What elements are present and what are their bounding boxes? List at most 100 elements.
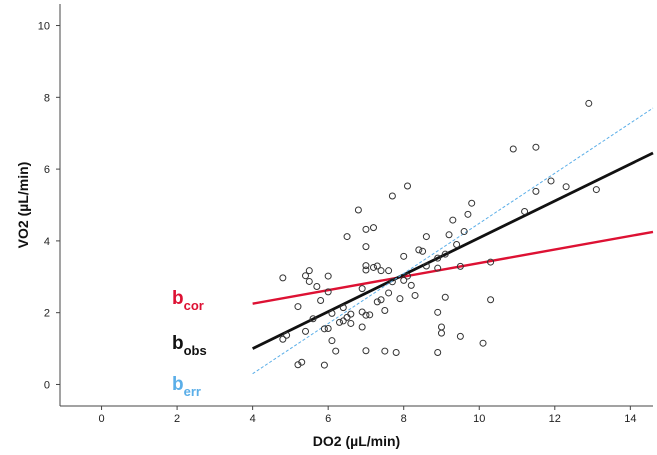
data-point bbox=[377, 296, 385, 304]
data-point bbox=[339, 304, 347, 312]
data-point bbox=[456, 262, 464, 270]
data-point bbox=[283, 331, 291, 339]
x-axis-ticks: 0 2 4 6 8 10 12 14 bbox=[98, 406, 636, 425]
data-point bbox=[400, 252, 408, 260]
data-point bbox=[347, 319, 355, 327]
data-point bbox=[366, 311, 374, 319]
data-point bbox=[381, 307, 389, 315]
data-points bbox=[279, 99, 600, 369]
data-point bbox=[434, 349, 442, 357]
line-b_err bbox=[252, 107, 654, 375]
line-label-b_err: berr bbox=[172, 374, 201, 399]
x-axis-title: DO2 (µL/min) bbox=[313, 433, 400, 449]
data-point bbox=[354, 206, 362, 214]
x-tick-label: 14 bbox=[624, 413, 636, 425]
data-point bbox=[279, 274, 287, 282]
data-point bbox=[358, 323, 366, 331]
data-point bbox=[336, 318, 344, 326]
data-point bbox=[305, 277, 313, 285]
x-tick-label: 2 bbox=[174, 413, 180, 425]
data-point bbox=[547, 177, 555, 185]
data-point bbox=[453, 240, 461, 248]
data-point bbox=[328, 309, 336, 317]
data-point bbox=[521, 207, 529, 215]
data-point bbox=[437, 323, 445, 331]
data-point bbox=[320, 325, 328, 333]
x-tick-label: 0 bbox=[98, 413, 104, 425]
data-point bbox=[373, 262, 381, 270]
x-tick-label: 10 bbox=[473, 413, 485, 425]
data-point bbox=[403, 182, 411, 190]
data-point bbox=[403, 272, 411, 280]
data-point bbox=[373, 298, 381, 306]
data-point bbox=[369, 224, 377, 232]
data-point bbox=[362, 225, 370, 233]
data-point bbox=[305, 267, 313, 275]
data-point bbox=[456, 332, 464, 340]
data-point bbox=[464, 210, 472, 218]
data-point bbox=[392, 349, 400, 357]
data-point bbox=[422, 262, 430, 270]
data-point bbox=[343, 233, 351, 241]
axes bbox=[59, 4, 653, 407]
x-tick-label: 8 bbox=[401, 413, 407, 425]
data-point bbox=[362, 243, 370, 251]
data-point bbox=[328, 337, 336, 345]
data-point bbox=[279, 335, 287, 343]
data-point bbox=[377, 267, 385, 275]
y-tick-label: 6 bbox=[44, 164, 50, 176]
data-point bbox=[385, 289, 393, 297]
data-point bbox=[422, 233, 430, 241]
data-point bbox=[309, 315, 317, 323]
line-b_cor bbox=[252, 230, 654, 305]
line-label-b_cor: bcor bbox=[172, 288, 204, 313]
data-point bbox=[294, 303, 302, 311]
data-point bbox=[298, 358, 306, 366]
data-point bbox=[445, 231, 453, 239]
y-tick-label: 4 bbox=[44, 236, 50, 248]
data-point bbox=[358, 308, 366, 316]
data-point bbox=[419, 247, 427, 255]
data-point bbox=[324, 288, 332, 296]
data-point bbox=[468, 199, 476, 207]
data-point bbox=[317, 296, 325, 304]
x-tick-label: 4 bbox=[250, 413, 256, 425]
y-tick-label: 8 bbox=[44, 92, 50, 104]
data-point bbox=[592, 186, 600, 194]
x-tick-label: 6 bbox=[325, 413, 331, 425]
data-point bbox=[388, 278, 396, 286]
data-point bbox=[400, 276, 408, 284]
data-point bbox=[460, 228, 468, 236]
data-point bbox=[339, 317, 347, 325]
data-point bbox=[434, 264, 442, 272]
data-point bbox=[441, 293, 449, 301]
data-point bbox=[302, 327, 310, 335]
data-point bbox=[434, 254, 442, 262]
data-point bbox=[532, 143, 540, 151]
data-point bbox=[362, 311, 370, 319]
data-point bbox=[415, 246, 423, 254]
y-axis-ticks: 0 2 4 6 8 10 bbox=[38, 21, 60, 391]
data-point bbox=[381, 347, 389, 355]
data-point bbox=[434, 308, 442, 316]
data-point bbox=[441, 250, 449, 258]
data-point bbox=[332, 347, 340, 355]
data-point bbox=[479, 339, 487, 347]
line-labels: bcor bobs berr bbox=[172, 288, 207, 399]
data-point bbox=[585, 99, 593, 107]
line-label-b_obs: bobs bbox=[172, 333, 207, 358]
data-point bbox=[369, 263, 377, 271]
data-point bbox=[411, 291, 419, 299]
data-point bbox=[437, 329, 445, 337]
data-point bbox=[407, 281, 415, 289]
data-point bbox=[509, 145, 517, 153]
data-point bbox=[313, 282, 321, 290]
data-point bbox=[324, 324, 332, 332]
data-point bbox=[358, 285, 366, 293]
line-b_obs bbox=[252, 151, 654, 350]
data-point bbox=[362, 262, 370, 270]
data-point bbox=[347, 310, 355, 318]
data-point bbox=[324, 272, 332, 280]
data-point bbox=[532, 187, 540, 195]
y-tick-label: 10 bbox=[38, 21, 50, 33]
